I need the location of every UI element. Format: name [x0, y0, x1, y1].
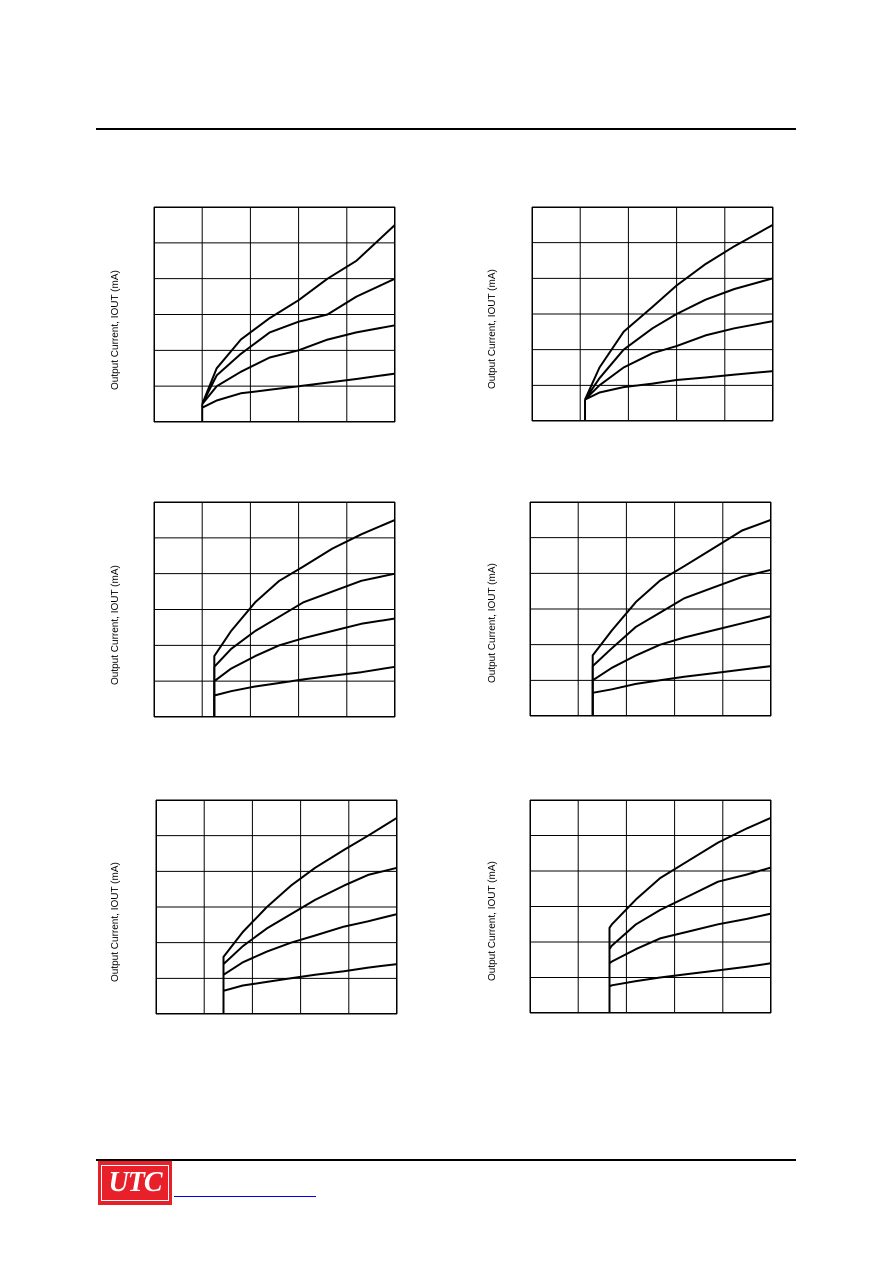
chart-svg [153, 206, 396, 423]
series-line-2 [222, 866, 398, 1014]
chart-svg [529, 799, 772, 1014]
plot-frame [530, 800, 771, 1013]
series-line-2 [584, 277, 774, 401]
chart-svg [529, 501, 772, 717]
footer-rule [96, 1159, 796, 1161]
series-line-3 [222, 913, 398, 1014]
series-line-1 [222, 816, 398, 1014]
plot-frame [154, 207, 395, 422]
series-line-1 [591, 518, 772, 716]
series-line-3 [584, 320, 774, 401]
series-line-2 [608, 866, 772, 1013]
header-rule [96, 128, 796, 130]
series-line-3 [201, 324, 396, 405]
series-line-3 [213, 617, 396, 717]
series-line-1 [213, 518, 396, 717]
series-line-2 [213, 572, 396, 717]
utc-logo-text: UTC [108, 1167, 163, 1198]
chart-6 [529, 799, 772, 1014]
series-line-4 [201, 372, 396, 409]
chart-3 [153, 501, 396, 718]
series-line-4 [222, 963, 398, 1014]
chart-svg [153, 501, 396, 718]
chart-svg [155, 799, 398, 1015]
series-line-2 [201, 277, 396, 405]
y-axis-label: Output Current, IOUT (mA) [487, 563, 498, 683]
chart-4 [529, 501, 772, 717]
series-line-3 [591, 615, 772, 716]
chart-svg [531, 206, 774, 422]
series-line-1 [584, 223, 774, 401]
footer-link-underline[interactable] [174, 1196, 316, 1197]
series-line-3 [608, 912, 772, 1013]
series-line-1 [201, 224, 396, 405]
y-axis-label: Output Current, IOUT (mA) [487, 269, 498, 389]
series-line-1 [608, 816, 772, 1013]
plot-frame [156, 800, 397, 1014]
y-axis-label: Output Current, IOUT (mA) [110, 565, 121, 685]
y-axis-label: Output Current, IOUT (mA) [110, 270, 121, 390]
series-line-4 [213, 665, 396, 717]
series-line-4 [591, 665, 772, 716]
y-axis-label: Output Current, IOUT (mA) [110, 862, 121, 982]
plot-frame [532, 207, 773, 421]
y-axis-label: Output Current, IOUT (mA) [487, 861, 498, 981]
series-line-4 [608, 962, 772, 1013]
utc-logo: UTC [98, 1161, 172, 1205]
utc-logo-frame: UTC [101, 1165, 169, 1201]
chart-2 [531, 206, 774, 422]
chart-5 [155, 799, 398, 1015]
plot-frame [154, 502, 395, 717]
chart-1 [153, 206, 396, 423]
series-line-2 [591, 568, 772, 716]
series-line-4 [584, 370, 774, 401]
plot-frame [530, 502, 771, 716]
